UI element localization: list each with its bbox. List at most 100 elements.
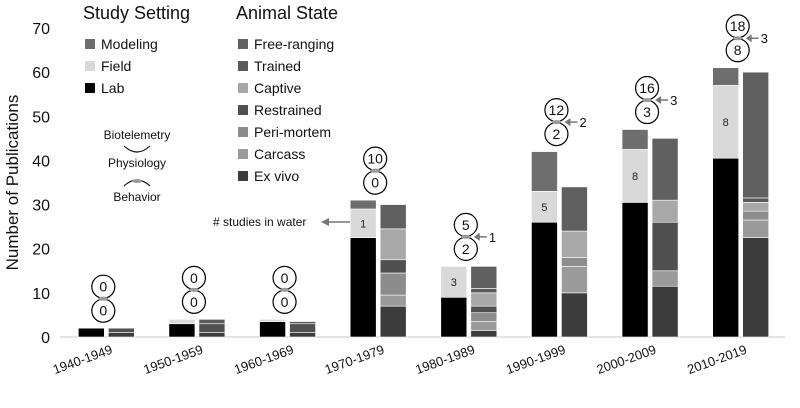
water-annotation-label: # studies in water [213, 215, 306, 229]
x-tick-label: 1970-1979 [323, 342, 387, 377]
bar-state-ex_vivo [379, 305, 407, 338]
y-tick-label: 50 [32, 109, 50, 126]
field-data-label: 1 [360, 218, 366, 230]
x-tick-label: 1940-1949 [51, 342, 115, 377]
circle-annotation-top-value: 5 [462, 217, 470, 233]
circle-annotation-link-mark [370, 168, 381, 173]
circle-annotation-link-mark [98, 296, 109, 301]
y-tick-label: 10 [32, 286, 50, 303]
circle-annotation-link-mark [279, 287, 290, 292]
legend-animal-state-label: Ex vivo [254, 168, 299, 184]
x-tick-label: 1980-1989 [413, 342, 477, 377]
bar-setting-field [440, 266, 468, 298]
legend-animal-state-title: Animal State [236, 3, 338, 23]
legend-study-setting-label: Lab [101, 80, 125, 96]
bar-setting-lab [621, 202, 649, 338]
key-link-mark [132, 179, 142, 183]
circle-annotation-top-value: 0 [281, 270, 289, 286]
bar-state-carcass [379, 294, 407, 307]
bar-state-free_ranging [651, 138, 679, 201]
bar-state-trained [742, 197, 769, 203]
bar-setting-lab [168, 323, 196, 338]
bar-setting-lab [259, 321, 286, 338]
bar-state-ex_vivo [651, 285, 679, 338]
key-top-label: Biotelemetry [104, 128, 171, 142]
bar-state-peri_mortem [742, 210, 769, 221]
bar-state-carcass [742, 219, 769, 238]
circle-annotation-bottom-value: 0 [190, 294, 198, 310]
y-tick-label: 0 [41, 330, 50, 347]
circle-annotation-bottom-value: 2 [553, 126, 561, 142]
legend-animal-state-label: Captive [254, 80, 302, 96]
legend-animal-state-swatch [238, 83, 248, 93]
y-tick-label: 20 [32, 242, 50, 259]
circle-annotation-bottom-value: 2 [462, 241, 470, 257]
bar-setting-field [168, 319, 196, 325]
water-annotation-arrowhead [321, 218, 329, 226]
bar-state-peri_mortem [379, 272, 407, 296]
circle-annotation-bottom-value: 8 [734, 42, 742, 58]
bar-state-restrained [379, 259, 407, 274]
x-tick-label: 2000-2009 [595, 342, 659, 377]
y-tick-label: 30 [32, 198, 50, 215]
circle-annotation-side-arrowhead [473, 232, 480, 241]
bar-setting-lab [712, 157, 739, 338]
legend-animal-state-swatch [238, 105, 248, 115]
bar-setting-field [621, 149, 649, 203]
bar-setting-lab [531, 221, 558, 338]
legend-animal-state-swatch [238, 61, 248, 71]
y-tick-label: 60 [32, 65, 50, 82]
legend-animal-state-label: Restrained [254, 102, 322, 118]
legend-study-setting-label: Field [101, 58, 131, 74]
circle-annotation-link-mark [551, 120, 562, 125]
bar-setting-field [349, 208, 377, 238]
key-bottom-label: Behavior [113, 190, 160, 204]
bar-setting-modeling [531, 151, 558, 192]
bar-state-ex_vivo [470, 330, 498, 338]
bar-state-ex_vivo [742, 237, 769, 338]
bar-setting-modeling [349, 199, 377, 210]
key-arc-top [123, 145, 151, 153]
legend-animal-state-label: Peri-mortem [254, 124, 331, 140]
bar-state-carcass [561, 266, 588, 294]
y-tick-label: 70 [32, 21, 50, 38]
bar-state-ex_vivo [561, 292, 588, 338]
circle-annotation-top-value: 18 [730, 18, 746, 34]
bar-state-carcass [651, 270, 679, 287]
circle-annotation-top-value: 12 [549, 102, 565, 118]
legend-animal-state-swatch [238, 39, 248, 49]
bar-setting-field [259, 319, 286, 322]
circle-annotation-side-arrowhead [564, 118, 571, 127]
key-middle-label: Physiology [108, 156, 166, 170]
bar-setting-modeling [712, 67, 739, 86]
legend-animal-state-swatch [238, 171, 248, 181]
y-axis-title: Number of Publications [3, 95, 22, 271]
circle-annotation-link-mark [732, 36, 743, 41]
bar-state-captive [379, 228, 407, 261]
circle-annotation-top-value: 0 [190, 270, 198, 286]
legend-study-setting-title: Study Setting [83, 3, 190, 23]
bar-state-restrained [651, 221, 679, 272]
x-tick-label: 2010-2019 [685, 342, 749, 377]
y-tick-label: 40 [32, 153, 50, 170]
bar-setting-field [712, 85, 739, 159]
field-data-label: 8 [723, 117, 729, 129]
circle-annotation-side-value: 3 [761, 31, 768, 46]
x-tick-label: 1950-1959 [141, 342, 205, 377]
field-data-label: 5 [541, 202, 547, 214]
bar-state-peri_mortem [561, 257, 588, 267]
circle-annotation-top-value: 10 [367, 151, 383, 167]
bar-state-captive [651, 199, 679, 223]
circle-annotation-link-mark [188, 287, 199, 292]
circle-annotation-bottom-value: 0 [281, 294, 289, 310]
legend-study-setting-label: Modeling [101, 36, 158, 52]
circle-annotation-side-value: 2 [579, 115, 586, 130]
x-tick-label: 1960-1969 [232, 342, 296, 377]
bar-state-carcass [470, 321, 498, 331]
circle-annotation-bottom-value: 0 [99, 303, 107, 319]
bar-state-ex_vivo [289, 332, 316, 338]
bar-state-captive [742, 202, 769, 212]
bar-state-restrained [108, 327, 135, 333]
